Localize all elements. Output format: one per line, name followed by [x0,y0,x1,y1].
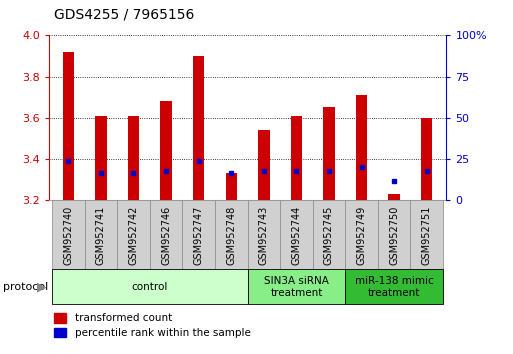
Bar [247,200,280,269]
Text: GDS4255 / 7965156: GDS4255 / 7965156 [54,7,194,21]
Bar [52,200,85,269]
Text: GSM952742: GSM952742 [128,206,139,265]
Bar [117,200,150,269]
Text: GSM952746: GSM952746 [161,206,171,265]
Bar [247,269,345,304]
Bar [128,116,139,200]
Bar [193,56,204,200]
Bar [63,52,74,200]
Text: GSM952749: GSM952749 [357,206,367,265]
Text: miR-138 mimic
treatment: miR-138 mimic treatment [355,276,433,298]
Text: GSM952751: GSM952751 [422,206,432,265]
Bar [182,200,215,269]
Text: control: control [131,282,168,292]
Text: GSM952740: GSM952740 [63,206,73,265]
Bar [95,116,107,200]
Bar [345,200,378,269]
Legend: transformed count, percentile rank within the sample: transformed count, percentile rank withi… [54,313,251,338]
Text: SIN3A siRNA
treatment: SIN3A siRNA treatment [264,276,329,298]
Bar [280,200,313,269]
Bar [410,200,443,269]
Bar [313,200,345,269]
Text: GSM952750: GSM952750 [389,206,399,265]
Text: GSM952748: GSM952748 [226,206,236,265]
Text: GSM952743: GSM952743 [259,206,269,265]
Bar [323,107,334,200]
Text: GSM952744: GSM952744 [291,206,302,265]
Bar [345,269,443,304]
Bar [388,194,400,200]
Bar [291,116,302,200]
Bar [378,200,410,269]
Bar [150,200,182,269]
Text: GSM952741: GSM952741 [96,206,106,265]
Bar [215,200,247,269]
Bar [85,200,117,269]
Text: GSM952745: GSM952745 [324,206,334,265]
Text: ▶: ▶ [36,280,46,293]
Bar [161,101,172,200]
Bar [421,118,432,200]
Bar [356,95,367,200]
Text: protocol: protocol [3,282,48,292]
Bar [226,173,237,200]
Text: GSM952747: GSM952747 [193,206,204,265]
Bar [258,130,269,200]
Bar [52,269,247,304]
